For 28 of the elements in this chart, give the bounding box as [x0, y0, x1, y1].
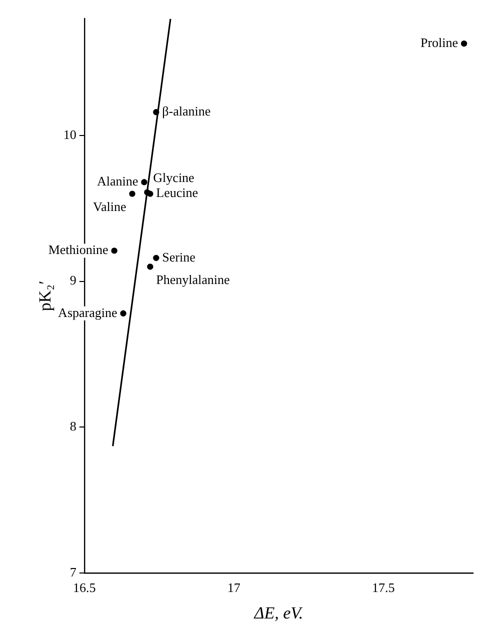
- x-tick-label: 16.5: [73, 580, 96, 596]
- annotation: Serine: [162, 249, 196, 264]
- point: [120, 310, 126, 316]
- point: [129, 190, 136, 197]
- y-tick-label: 10: [63, 126, 76, 142]
- annotation: Leucine: [156, 185, 198, 200]
- y-tick-label: 9: [70, 272, 76, 288]
- annotation: Glycine: [153, 170, 195, 185]
- y-tick-label: 8: [70, 418, 76, 434]
- y-axis-title: pK₂′: [36, 280, 55, 312]
- annotation: Alanine: [97, 174, 138, 189]
- point: [147, 190, 154, 197]
- annotation: β-alanine: [162, 104, 211, 119]
- point: [111, 248, 118, 254]
- x-tick-label: 17.5: [372, 580, 395, 596]
- point: [147, 264, 154, 270]
- annotation: Phenylalanine: [156, 272, 230, 288]
- annotation: Valine: [93, 199, 126, 214]
- annotation: Methionine: [48, 242, 109, 258]
- x-axis-title: ΔE, eV.: [253, 603, 304, 622]
- x-tick-label: 17: [227, 580, 241, 596]
- point: [153, 109, 160, 116]
- point: [460, 40, 468, 47]
- annotation: Proline: [420, 35, 458, 50]
- annotation: Asparagine: [58, 304, 118, 320]
- y-tick-label: 7: [70, 564, 77, 580]
- point: [153, 254, 160, 262]
- point: [141, 179, 148, 186]
